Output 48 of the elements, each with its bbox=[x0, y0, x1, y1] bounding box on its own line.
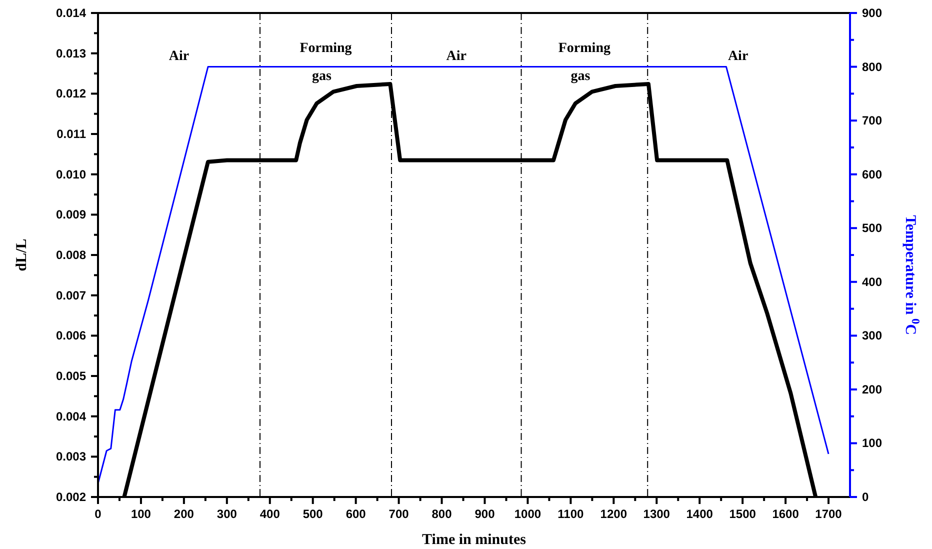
annotation: Air bbox=[728, 49, 748, 64]
y2-tick-label: 100 bbox=[862, 436, 882, 450]
x-tick-label: 500 bbox=[302, 507, 324, 521]
y2-tick-label: 800 bbox=[862, 60, 882, 74]
y-tick-label: 0.004 bbox=[56, 409, 86, 424]
y-tick-label: 0.005 bbox=[56, 369, 86, 383]
x-tick-label: 1000 bbox=[514, 507, 542, 521]
x-axis-title: Time in minutes bbox=[422, 532, 526, 548]
y-tick-label: 0.014 bbox=[56, 6, 86, 20]
annotation: Forming gas bbox=[558, 41, 610, 84]
x-tick-label: 1600 bbox=[772, 507, 800, 521]
y2-tick-label: 700 bbox=[862, 114, 882, 128]
annotation: Forming gas bbox=[300, 41, 352, 84]
annotation: Air bbox=[168, 49, 190, 64]
y-tick-label: 0.002 bbox=[56, 490, 86, 504]
y2-tick-label: 0 bbox=[862, 490, 869, 504]
y-tick-label: 0.006 bbox=[56, 328, 86, 343]
y2-tick-label: 900 bbox=[862, 6, 882, 20]
y-tick-label: 0.010 bbox=[56, 167, 86, 182]
y2-tick-label: 500 bbox=[862, 221, 882, 236]
y2-tick-label: 300 bbox=[862, 328, 882, 343]
y-tick-label: 0.009 bbox=[56, 208, 86, 222]
y-tick-label: 0.007 bbox=[56, 288, 86, 302]
x-tick-label: 1500 bbox=[729, 507, 756, 521]
x-tick-label: 800 bbox=[432, 507, 452, 521]
x-tick-label: 1700 bbox=[815, 507, 842, 521]
x-tick-label: 700 bbox=[388, 507, 410, 521]
y-tick-label: 0.013 bbox=[56, 46, 86, 60]
x-tick-label: 400 bbox=[260, 507, 280, 521]
y-axis-title: dL/L bbox=[14, 238, 30, 272]
x-tick-label: 1100 bbox=[558, 507, 584, 521]
y-tick-label: 0.011 bbox=[56, 127, 86, 141]
y-tick-label: 0.008 bbox=[56, 248, 86, 262]
x-tick-label: 600 bbox=[346, 507, 366, 521]
x-tick-label: 1400 bbox=[686, 507, 714, 521]
y2-tick-label: 400 bbox=[862, 274, 882, 289]
x-tick-label: 900 bbox=[474, 507, 496, 521]
x-tick-label: 1300 bbox=[643, 507, 670, 521]
x-tick-label: 1200 bbox=[600, 507, 628, 521]
y-tick-label: 0.003 bbox=[56, 450, 86, 464]
annotation: Air bbox=[446, 49, 466, 64]
y2-tick-label: 600 bbox=[862, 167, 882, 182]
x-tick-label: 300 bbox=[216, 507, 238, 521]
y-tick-label: 0.012 bbox=[56, 86, 86, 101]
y2-tick-label: 200 bbox=[862, 382, 882, 396]
x-tick-label: 200 bbox=[174, 507, 194, 521]
x-tick-label: 100 bbox=[130, 507, 152, 521]
x-tick-label: 0 bbox=[94, 507, 102, 521]
